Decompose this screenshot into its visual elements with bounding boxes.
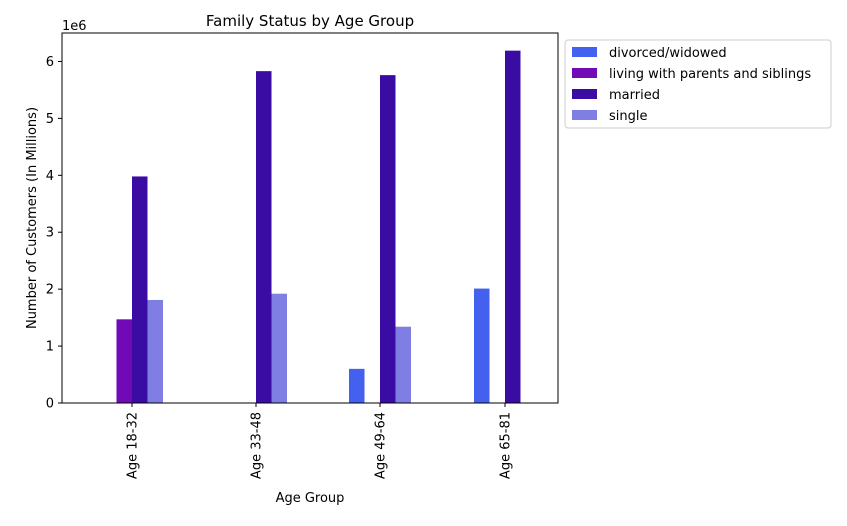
bar-married-1: [256, 71, 272, 403]
y-tick-label: 5: [46, 112, 54, 127]
bar-living-with-parents-and-siblings-0: [116, 319, 132, 403]
bar-married-3: [505, 50, 521, 404]
y-tick-label: 3: [46, 226, 54, 241]
y-tick-label: 6: [46, 55, 54, 70]
y-tick-label: 4: [46, 169, 54, 184]
bar-single-0: [147, 299, 163, 403]
legend-frame: [564, 39, 832, 129]
legend-swatch: [572, 110, 597, 120]
bars-group: [116, 50, 521, 404]
bar-divorced-widowed-2: [349, 368, 365, 403]
bar-single-1: [271, 293, 287, 403]
x-axis-ticks: Age 18-32 Age 33-48 Age 49-64 Age 65-81: [126, 403, 514, 479]
bar-divorced-widowed-3: [474, 288, 490, 403]
x-tick-label: Age 33-48: [250, 412, 265, 479]
legend-swatch: [572, 68, 597, 78]
chart-title: Family Status by Age Group: [206, 12, 414, 30]
y-tick-label: 1: [46, 340, 54, 355]
x-axis-title: Age Group: [276, 491, 345, 506]
legend-label: single: [609, 109, 648, 124]
bar-single-2: [395, 326, 411, 403]
y-tick-label: 0: [46, 397, 54, 412]
y-axis-offset-label: 1e6: [62, 19, 87, 34]
bar-married-0: [132, 176, 148, 403]
legend-label: divorced/widowed: [609, 46, 727, 61]
y-axis-ticks: 0 1 2 3 4 5 6: [46, 55, 62, 412]
legend: divorced/widowed living with parents and …: [564, 39, 832, 129]
plot-area-frame: [61, 32, 559, 404]
y-axis-title: Number of Customers (In Millions): [25, 107, 40, 329]
legend-label: living with parents and siblings: [609, 67, 811, 82]
x-tick-label: Age 49-64: [374, 412, 389, 479]
x-tick-label: Age 65-81: [499, 412, 514, 479]
bar-married-2: [380, 75, 396, 404]
legend-swatch: [572, 89, 597, 99]
x-tick-label: Age 18-32: [126, 412, 141, 479]
legend-swatch: [572, 47, 597, 57]
legend-label: married: [609, 88, 660, 103]
y-tick-label: 2: [46, 283, 54, 298]
